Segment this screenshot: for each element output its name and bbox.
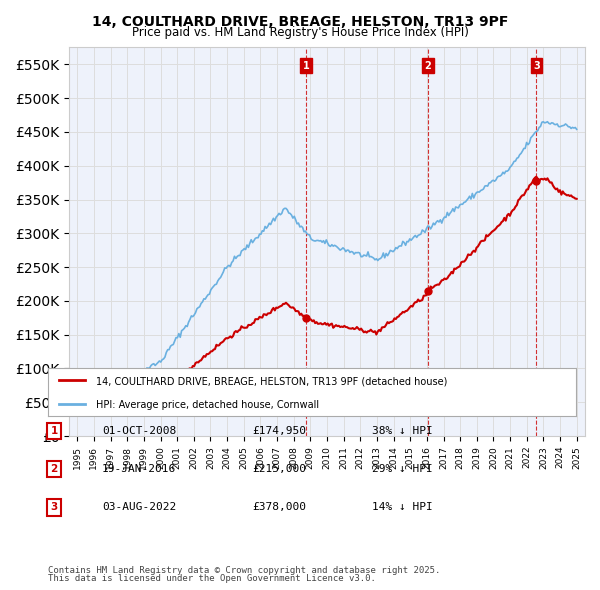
Text: 2: 2 [50,464,58,474]
Text: 38% ↓ HPI: 38% ↓ HPI [372,426,433,435]
Text: 1: 1 [50,426,58,435]
Text: 19-JAN-2016: 19-JAN-2016 [102,464,176,474]
Text: 14% ↓ HPI: 14% ↓ HPI [372,503,433,512]
Text: This data is licensed under the Open Government Licence v3.0.: This data is licensed under the Open Gov… [48,574,376,583]
Text: 3: 3 [533,61,540,71]
Text: £378,000: £378,000 [252,503,306,512]
Text: 3: 3 [50,503,58,512]
Text: 01-OCT-2008: 01-OCT-2008 [102,426,176,435]
Text: Price paid vs. HM Land Registry's House Price Index (HPI): Price paid vs. HM Land Registry's House … [131,26,469,39]
Text: £174,950: £174,950 [252,426,306,435]
Text: HPI: Average price, detached house, Cornwall: HPI: Average price, detached house, Corn… [95,400,319,410]
Text: £215,000: £215,000 [252,464,306,474]
Text: 2: 2 [424,61,431,71]
Text: 1: 1 [303,61,310,71]
Text: 14, COULTHARD DRIVE, BREAGE, HELSTON, TR13 9PF: 14, COULTHARD DRIVE, BREAGE, HELSTON, TR… [92,15,508,29]
Text: 29% ↓ HPI: 29% ↓ HPI [372,464,433,474]
Text: Contains HM Land Registry data © Crown copyright and database right 2025.: Contains HM Land Registry data © Crown c… [48,566,440,575]
Text: 14, COULTHARD DRIVE, BREAGE, HELSTON, TR13 9PF (detached house): 14, COULTHARD DRIVE, BREAGE, HELSTON, TR… [95,376,447,386]
Text: 03-AUG-2022: 03-AUG-2022 [102,503,176,512]
